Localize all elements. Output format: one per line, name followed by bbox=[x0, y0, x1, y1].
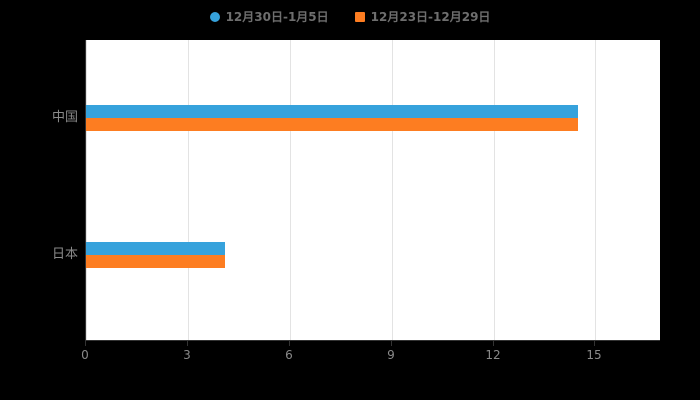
gridline bbox=[86, 40, 87, 340]
gridline bbox=[188, 40, 189, 340]
x-tick-mark bbox=[594, 341, 595, 346]
chart-legend: 12月30日-1月5日 12月23日-12月29日 bbox=[0, 6, 700, 28]
legend-label: 12月23日-12月29日 bbox=[370, 10, 491, 24]
x-tick-mark bbox=[289, 341, 290, 346]
gridline bbox=[290, 40, 291, 340]
x-tick-mark bbox=[391, 341, 392, 346]
bar-中国-series0 bbox=[86, 105, 578, 118]
x-tick-label-12: 12 bbox=[485, 348, 501, 362]
x-tick-label-6: 6 bbox=[285, 348, 293, 362]
x-tick-label-15: 15 bbox=[586, 348, 602, 362]
x-tick-label-3: 3 bbox=[183, 348, 191, 362]
bar-中国-series1 bbox=[86, 118, 578, 131]
gridline bbox=[595, 40, 596, 340]
gridline bbox=[392, 40, 393, 340]
x-tick-mark bbox=[85, 341, 86, 346]
bar-日本-series0 bbox=[86, 242, 225, 255]
legend-marker-square-icon bbox=[354, 12, 365, 22]
x-tick-label-9: 9 bbox=[387, 348, 395, 362]
gridline bbox=[494, 40, 495, 340]
x-tick-mark bbox=[493, 341, 494, 346]
x-tick-mark bbox=[187, 341, 188, 346]
legend-label: 12月30日-1月5日 bbox=[225, 10, 329, 24]
x-tick-label-0: 0 bbox=[81, 348, 89, 362]
bar-日本-series1 bbox=[86, 255, 225, 268]
y-axis-label-中国: 中国 bbox=[51, 110, 78, 125]
legend-item-1[interactable]: 12月23日-12月29日 bbox=[354, 10, 491, 24]
legend-item-0[interactable]: 12月30日-1月5日 bbox=[209, 10, 329, 24]
y-axis-label-日本: 日本 bbox=[51, 247, 78, 262]
plot-area bbox=[85, 40, 660, 341]
legend-marker-circle-icon bbox=[209, 12, 220, 22]
